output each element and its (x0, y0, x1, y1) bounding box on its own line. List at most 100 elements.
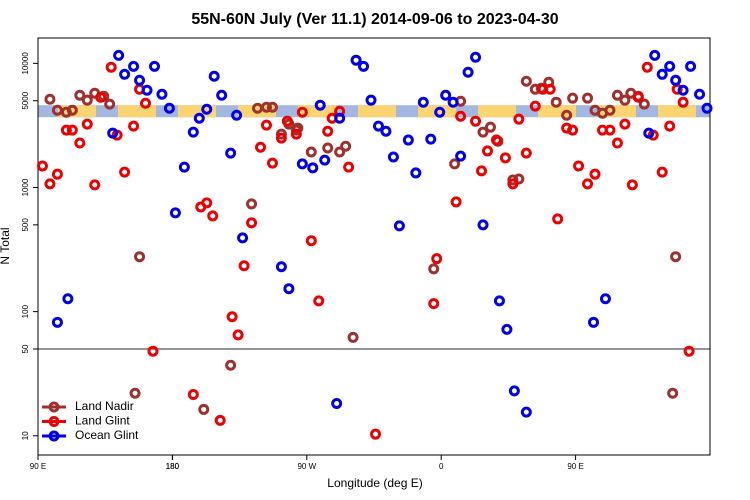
band-segment (538, 105, 576, 118)
data-point (134, 74, 146, 86)
data-point (260, 101, 272, 113)
legend-marker (48, 416, 60, 427)
data-point (198, 403, 210, 415)
data-point (107, 127, 119, 139)
data-point (507, 178, 519, 190)
data-point (89, 179, 101, 191)
data-point (567, 92, 579, 104)
data-point (147, 345, 159, 357)
data-point (470, 51, 482, 63)
data-point (340, 140, 352, 152)
data-point (476, 165, 488, 177)
data-point (350, 54, 362, 66)
data-point (128, 60, 140, 72)
data-point (455, 150, 467, 162)
data-point (322, 125, 334, 137)
data-point (201, 103, 213, 115)
legend-marker (48, 401, 60, 413)
data-point (513, 113, 525, 125)
data-point (51, 168, 63, 180)
x-tick-label: 180 (166, 462, 180, 471)
data-point (447, 96, 459, 108)
data-point (81, 94, 93, 106)
data-point (128, 120, 140, 132)
data-point (225, 147, 237, 159)
data-point (292, 122, 304, 134)
x-tick-label: 90 E (567, 462, 583, 471)
data-point (588, 316, 600, 328)
data-point (667, 387, 679, 399)
data-point (187, 388, 199, 400)
legend-label: Ocean Glint (75, 428, 139, 442)
data-point (113, 49, 125, 61)
data-point (140, 97, 152, 109)
data-point (187, 126, 199, 138)
data-point (201, 197, 213, 209)
data-point (493, 295, 505, 307)
data-point (462, 66, 474, 78)
band-segment (358, 105, 396, 118)
data-point (470, 115, 482, 127)
data-point (701, 102, 713, 114)
data-point (60, 124, 72, 136)
data-point (501, 323, 513, 335)
data-point (656, 166, 668, 178)
data-point (656, 68, 668, 80)
data-point (520, 147, 532, 159)
data-point (372, 120, 384, 132)
data-point (343, 161, 355, 173)
data-point (307, 162, 319, 174)
data-point (347, 331, 359, 343)
data-point (246, 217, 258, 229)
band-segment (478, 105, 516, 118)
data-point (169, 207, 181, 219)
data-point (36, 160, 48, 172)
data-point (664, 60, 676, 72)
data-point (178, 161, 190, 173)
data-point (380, 125, 392, 137)
band-segment (118, 105, 156, 118)
data-point (477, 219, 489, 231)
data-point (611, 137, 623, 149)
data-point (281, 115, 293, 127)
data-point (266, 101, 278, 113)
data-point (266, 157, 278, 169)
data-point (275, 132, 287, 144)
data-point (582, 178, 594, 190)
data-point (74, 137, 86, 149)
data-point (683, 345, 695, 357)
data-point (670, 251, 682, 263)
data-point (141, 84, 153, 96)
data-point (428, 263, 440, 275)
data-point (567, 124, 579, 136)
data-point (226, 311, 238, 323)
y-tick-label: 1000 (21, 178, 30, 196)
data-point (225, 359, 237, 371)
data-point (490, 134, 502, 146)
data-point (402, 134, 414, 146)
y-tick-label: 100 (21, 304, 30, 318)
x-tick-label: 180 (166, 462, 180, 471)
data-point (434, 106, 446, 118)
data-point (163, 102, 175, 114)
data-point (589, 168, 601, 180)
data-point (619, 118, 631, 130)
data-point (66, 124, 78, 136)
data-point (232, 329, 244, 341)
data-point (670, 74, 682, 86)
data-point (481, 145, 493, 157)
data-point (431, 253, 443, 265)
data-point (255, 141, 267, 153)
data-point (296, 158, 308, 170)
legend-label: Land Glint (75, 414, 130, 428)
data-point (238, 260, 250, 272)
data-point (677, 96, 689, 108)
data-point (319, 154, 331, 166)
data-point (552, 213, 564, 225)
data-point (450, 196, 462, 208)
data-point (62, 293, 74, 305)
data-point (105, 61, 117, 73)
data-point (611, 89, 623, 101)
data-point (74, 89, 86, 101)
